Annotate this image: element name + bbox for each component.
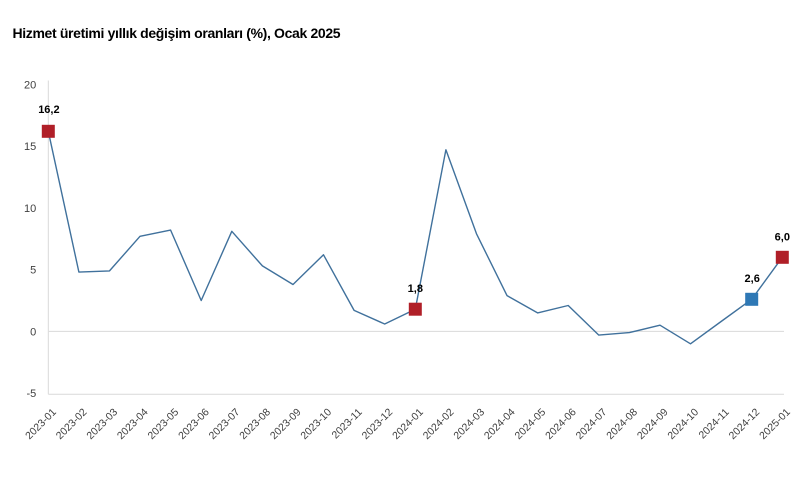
svg-text:2023-02: 2023-02 <box>54 406 90 442</box>
svg-text:2023-01: 2023-01 <box>23 406 59 442</box>
svg-text:20: 20 <box>24 79 36 91</box>
svg-text:2024-11: 2024-11 <box>697 406 732 441</box>
svg-text:2024-02: 2024-02 <box>421 406 457 442</box>
svg-text:2024-12: 2024-12 <box>727 406 763 442</box>
svg-text:2023-10: 2023-10 <box>298 406 334 442</box>
svg-text:-5: -5 <box>27 388 37 400</box>
svg-text:2024-09: 2024-09 <box>635 406 671 442</box>
svg-text:6,0: 6,0 <box>775 232 790 244</box>
svg-text:2023-06: 2023-06 <box>176 406 212 442</box>
svg-text:2023-05: 2023-05 <box>145 406 181 442</box>
svg-text:0: 0 <box>30 326 36 338</box>
svg-text:2024-03: 2024-03 <box>451 406 487 442</box>
svg-text:2023-11: 2023-11 <box>330 406 365 441</box>
svg-text:2024-06: 2024-06 <box>543 406 579 442</box>
svg-text:16,2: 16,2 <box>38 104 59 116</box>
svg-text:1,8: 1,8 <box>408 283 423 295</box>
svg-text:2024-07: 2024-07 <box>574 406 610 442</box>
svg-text:5: 5 <box>30 265 36 277</box>
svg-text:2023-12: 2023-12 <box>360 406 396 442</box>
svg-text:2024-04: 2024-04 <box>482 406 518 442</box>
svg-text:2023-09: 2023-09 <box>268 406 304 442</box>
svg-text:2023-07: 2023-07 <box>207 406 243 442</box>
svg-text:2025-01: 2025-01 <box>757 406 793 442</box>
svg-text:2024-10: 2024-10 <box>665 406 701 442</box>
svg-text:10: 10 <box>24 203 36 215</box>
svg-text:2024-01: 2024-01 <box>390 406 426 442</box>
svg-text:2023-08: 2023-08 <box>237 406 273 442</box>
svg-text:15: 15 <box>24 141 36 153</box>
svg-text:2023-03: 2023-03 <box>84 406 120 442</box>
svg-text:2024-08: 2024-08 <box>604 406 640 442</box>
svg-text:2024-05: 2024-05 <box>512 406 548 442</box>
svg-text:2023-04: 2023-04 <box>115 406 151 442</box>
svg-text:2,6: 2,6 <box>745 273 760 285</box>
